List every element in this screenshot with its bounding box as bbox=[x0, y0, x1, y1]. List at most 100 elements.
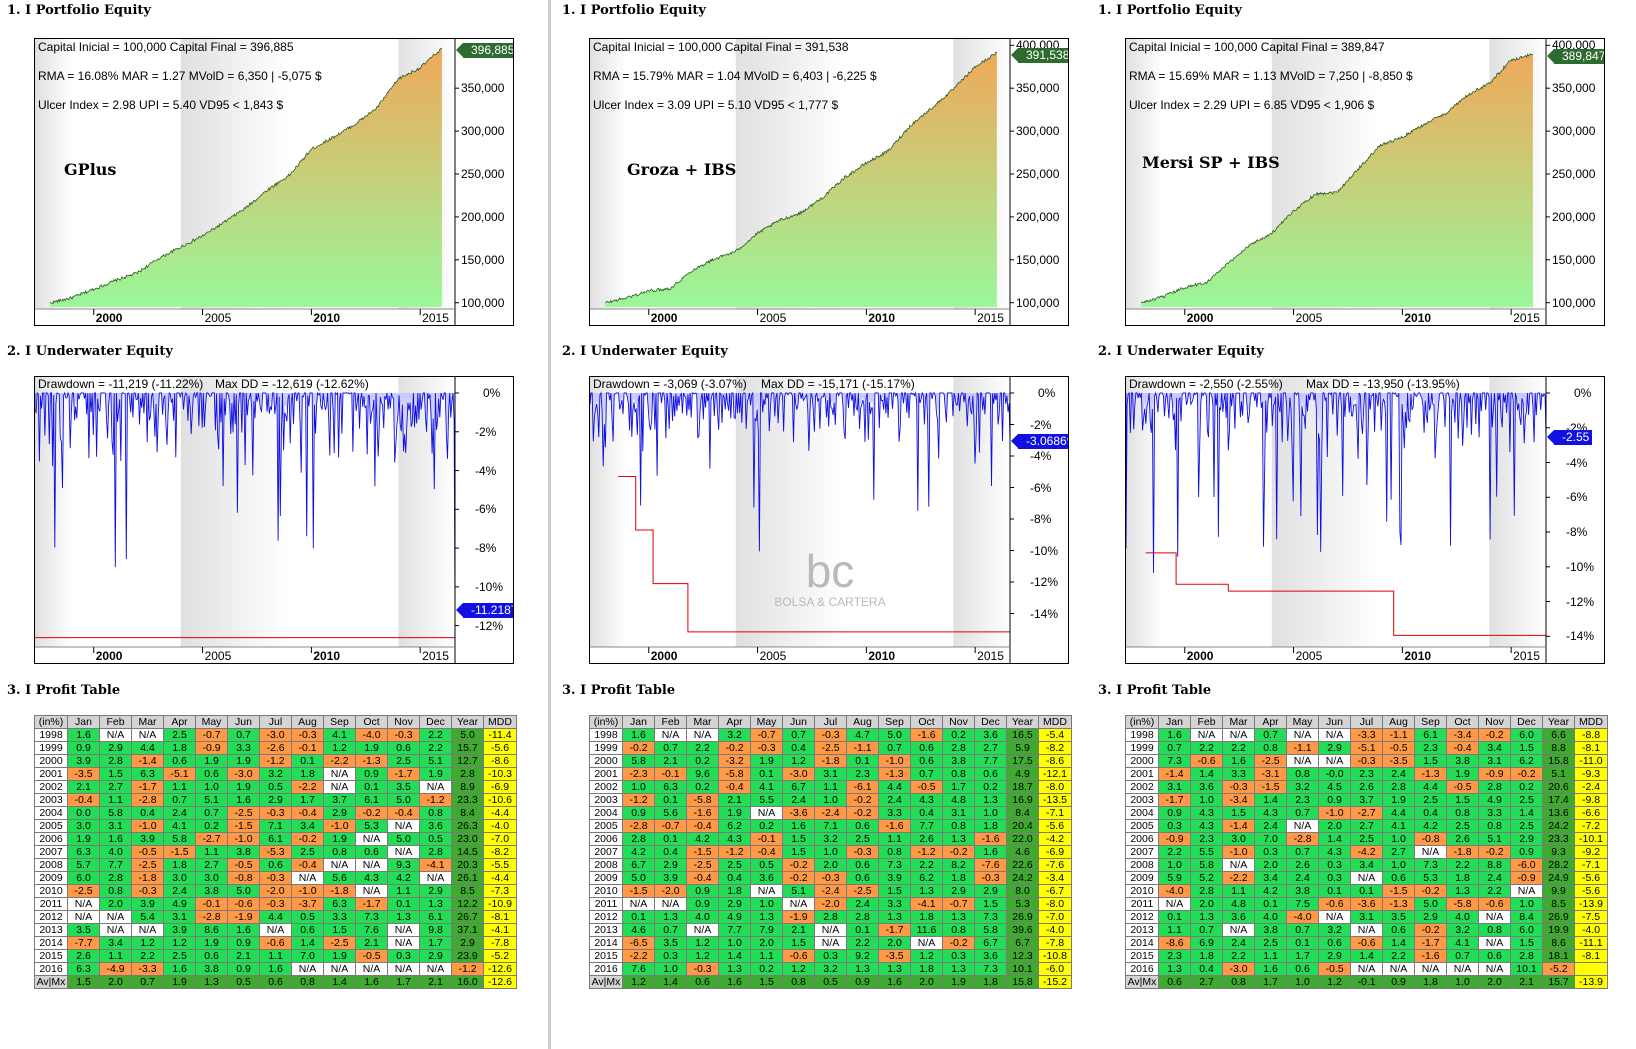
table-row: 2009 5.9 5.2 -2.2 3.4 2.4 0.3 N/A 0.6 5.3 1.8 2.4 -0… bbox=[1125, 871, 1608, 885]
table-cell: 4.8 bbox=[1222, 897, 1255, 911]
table-cell: N/A bbox=[99, 923, 132, 937]
table-cell: -2.5 bbox=[227, 806, 260, 820]
table-cell: 4.0 bbox=[1446, 910, 1479, 924]
table-cell: 2.4 bbox=[1478, 871, 1511, 885]
table-cell: 2.5 bbox=[718, 858, 751, 872]
table-cell: 3.5 bbox=[387, 780, 420, 794]
equity-area bbox=[605, 52, 997, 307]
table-cell: 0.1 bbox=[1286, 936, 1319, 950]
table-cell: -8.8 bbox=[1574, 728, 1608, 742]
table-cell: -1.0 bbox=[1222, 845, 1255, 859]
table-cell: 1.0 bbox=[1382, 858, 1415, 872]
table-cell: -0.6 bbox=[259, 936, 292, 950]
table-row-label: 2006 bbox=[1125, 832, 1159, 846]
table-cell: 2.5 bbox=[1414, 793, 1447, 807]
table-cell: 12.2 bbox=[451, 897, 484, 911]
table-cell: 0.2 bbox=[750, 819, 783, 833]
table-cell: 0.6 bbox=[259, 858, 292, 872]
table-cell: 6.1 bbox=[419, 910, 452, 924]
table-cell: 18.1 bbox=[1542, 949, 1575, 963]
table-cell: 2.8 bbox=[942, 741, 975, 755]
table-cell: 4.1 bbox=[323, 728, 356, 742]
table-header-cell: (in%) bbox=[589, 715, 623, 729]
table-cell: 8.9 bbox=[451, 780, 484, 794]
table-cell: 4.2 bbox=[1414, 819, 1447, 833]
table-cell: 3.6 bbox=[1190, 780, 1223, 794]
table-row: 2000 3.9 2.8 -1.4 0.6 1.9 1.9 -1.2 0.1 -2.2 -1.3 2.… bbox=[34, 754, 517, 768]
table-row-label: 2012 bbox=[1125, 910, 1159, 924]
table-cell: 0.7 bbox=[131, 975, 164, 989]
table-cell: 8.5 bbox=[451, 884, 484, 898]
table-cell: 2.6 bbox=[910, 832, 943, 846]
table-cell: N/A bbox=[1318, 910, 1351, 924]
table-cell: -11.1 bbox=[1574, 936, 1608, 950]
year-band bbox=[953, 377, 1010, 647]
underwater-y-tick-label: -8% bbox=[475, 541, 497, 556]
table-cell: -5.6 bbox=[1038, 819, 1072, 833]
table-cell: 23.3 bbox=[451, 793, 484, 807]
equity-x-tick-label: 2010 bbox=[313, 311, 341, 325]
table-cell: 1.7 bbox=[387, 975, 420, 989]
table-cell: -0.2 bbox=[782, 858, 815, 872]
table-cell: 4.4 bbox=[1382, 806, 1415, 820]
table-cell: 5.1 bbox=[1542, 767, 1575, 781]
table-cell: -1.5 bbox=[163, 845, 196, 859]
table-row-label: 2014 bbox=[589, 936, 623, 950]
table-cell: 2.5 bbox=[1446, 819, 1479, 833]
table-row-label: 2009 bbox=[589, 871, 623, 885]
table-cell: 0.6 bbox=[195, 767, 228, 781]
table-cell: 3.1 bbox=[942, 806, 975, 820]
table-cell: -12.1 bbox=[1038, 767, 1072, 781]
table-cell: -6.7 bbox=[1038, 884, 1072, 898]
table-cell: 26.9 bbox=[1542, 910, 1575, 924]
table-cell: 1.8 bbox=[910, 962, 943, 976]
table-cell: -2.0 bbox=[654, 884, 687, 898]
table-cell: 23.3 bbox=[1542, 832, 1575, 846]
table-cell: 7.0 bbox=[291, 949, 324, 963]
table-cell: 0.0 bbox=[67, 806, 100, 820]
table-cell: 1.8 bbox=[974, 819, 1007, 833]
table-cell: 1.5 bbox=[99, 767, 132, 781]
table-cell: N/A bbox=[1350, 923, 1383, 937]
table-cell: N/A bbox=[1222, 728, 1255, 742]
table-cell: N/A bbox=[131, 728, 164, 742]
table-cell: 0.6 bbox=[910, 754, 943, 768]
table-cell: 1.0 bbox=[1158, 858, 1191, 872]
table-row: 2002 1.0 6.3 0.2 -0.4 4.1 6.7 1.1 -6.1 4.4 -0.5 1.7… bbox=[589, 780, 1072, 794]
table-cell: -0.2 bbox=[782, 871, 815, 885]
table-cell: 3.3 bbox=[1222, 767, 1255, 781]
table-cell: 4.4 bbox=[259, 910, 292, 924]
table-cell: 1.7 bbox=[1254, 975, 1287, 989]
table-row: 2012 0.1 1.3 4.0 4.9 1.3 -1.9 2.8 2.8 1.3 1.8 1.3 7.… bbox=[589, 910, 1072, 924]
table-cell: -0.8 bbox=[1414, 832, 1447, 846]
table-cell: 2.2 bbox=[1222, 741, 1255, 755]
table-cell: 2.4 bbox=[878, 793, 911, 807]
table-cell: -0.2 bbox=[1478, 728, 1511, 742]
table-cell: 1.5 bbox=[1510, 936, 1543, 950]
underwater-y-tick-label: -14% bbox=[1566, 629, 1595, 644]
table-cell: -0.6 bbox=[1318, 897, 1351, 911]
table-cell: 5.1 bbox=[1478, 832, 1511, 846]
table-cell: 26.9 bbox=[1006, 910, 1039, 924]
table-header-cell: Jul bbox=[814, 715, 847, 729]
table-cell: 8.6 bbox=[1542, 936, 1575, 950]
table-cell: 1.5 bbox=[67, 975, 100, 989]
table-average-row: Av|Mx 1.2 1.4 0.6 1.6 1.5 0.8 0.5 0.9 1.6 2.0 1.9 1.… bbox=[589, 975, 1072, 989]
table-cell: -13.9 bbox=[1574, 975, 1608, 989]
equity-x-tick-label: 2010 bbox=[868, 311, 896, 325]
equity-stat-line3: Ulcer Index = 2.29 UPI = 6.85 VD95 < 1,9… bbox=[1129, 98, 1375, 112]
profit-table: (in%) Jan Feb Mar Apr May Jun Jul Aug Sep Oct Nov De… bbox=[34, 715, 517, 989]
table-cell: N/A bbox=[654, 897, 687, 911]
table-cell: 2.9 bbox=[1510, 832, 1543, 846]
table-cell: 0.9 bbox=[686, 884, 719, 898]
table-cell: 6.0 bbox=[67, 871, 100, 885]
table-cell: 1.1 bbox=[99, 793, 132, 807]
table-cell: 4.1 bbox=[163, 819, 196, 833]
table-cell: 3.1 bbox=[1478, 754, 1511, 768]
table-row-label: 2005 bbox=[589, 819, 623, 833]
table-cell: 2.8 bbox=[1478, 780, 1511, 794]
table-row: 2013 1.1 0.7 N/A 3.8 0.7 3.2 N/A 0.6 -0.2 3.2 0.8 6.… bbox=[1125, 923, 1608, 937]
table-cell: 1.6 bbox=[1254, 962, 1287, 976]
table-cell: -7.5 bbox=[1574, 910, 1608, 924]
table-cell: 1.7 bbox=[419, 936, 452, 950]
